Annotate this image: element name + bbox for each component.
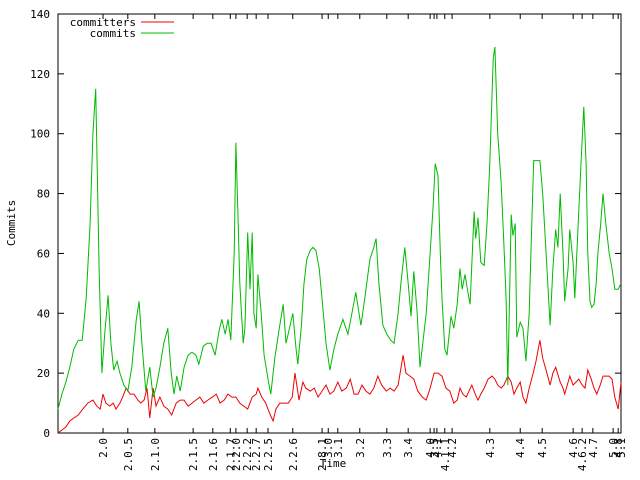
y-tick-label: 100 [30, 128, 50, 141]
x-tick-label: 4.5 [536, 438, 549, 458]
x-tick-label: 2.2.6 [287, 438, 300, 471]
axis-tick-labels: 2.0 2.0.5 2.1.0 2.1.5 2.1.6 2.1.72.2.02.2.22.… [30, 8, 628, 471]
x-tick-label: 3.4 [402, 438, 415, 458]
x-tick-label: 4.0 [424, 438, 437, 458]
x-tick-label: 3.2 [354, 438, 367, 458]
x-tick-label: 3.0 [322, 438, 335, 458]
legend-label-committers: committers [70, 16, 136, 29]
x-tick-label: 2.0.5 [122, 438, 135, 471]
series-lines [57, 46, 622, 434]
x-tick-label: 2.1.6 [207, 438, 220, 471]
x-tick-label: 2.8.1 [316, 438, 329, 471]
y-axis-title: Commits [5, 200, 18, 246]
series-line-commits [57, 46, 622, 410]
y-tick-label: 20 [37, 367, 50, 380]
x-tick-label: 2.1.5 [187, 438, 200, 471]
x-tick-label: 4.2 [446, 438, 459, 458]
plot-frame [57, 13, 622, 434]
x-tick-label: 4.8 [612, 438, 625, 458]
x-tick-label: 5.0 [607, 438, 620, 458]
x-tick-label: 4.4 [514, 438, 527, 458]
y-tick-label: 140 [30, 8, 50, 21]
y-tick-label: 40 [37, 307, 50, 320]
x-tick-label: 5.1 [615, 438, 628, 458]
x-tick-label: 4.6 [567, 438, 580, 458]
legend: committers commits [70, 16, 174, 40]
y-tick-label: 80 [37, 188, 50, 201]
x-tick-label: 2.2.7 [250, 438, 263, 471]
x-tick-label: 2.2.2 [241, 438, 254, 471]
x-tick-label: 4.1.1 [439, 438, 452, 471]
x-tick-label: 3.1 [332, 438, 345, 458]
x-tick-label: 3.3 [381, 438, 394, 458]
y-tick-label: 120 [30, 68, 50, 81]
x-tick-label: 4.7 [587, 438, 600, 458]
y-tick-label: 0 [43, 427, 50, 440]
series-line-committers [57, 340, 622, 434]
axis-ticks [58, 13, 622, 434]
y-tick-label: 60 [37, 247, 50, 260]
legend-label-commits: commits [90, 27, 136, 40]
x-tick-label: 2.1.0 [149, 438, 162, 471]
x-tick-label: 2.0 [97, 438, 110, 458]
x-tick-label: 4.1 [431, 438, 444, 458]
x-tick-label: 2.2.5 [262, 438, 275, 471]
x-axis-title: Time [320, 457, 347, 470]
x-tick-label: 2.1.7 [224, 438, 237, 471]
x-tick-label: 4.6.2 [576, 438, 589, 471]
x-tick-label: 4.3 [484, 438, 497, 458]
x-tick-label: 2.2.0 [230, 438, 243, 471]
x-tick-label: 3.5 [428, 438, 441, 458]
